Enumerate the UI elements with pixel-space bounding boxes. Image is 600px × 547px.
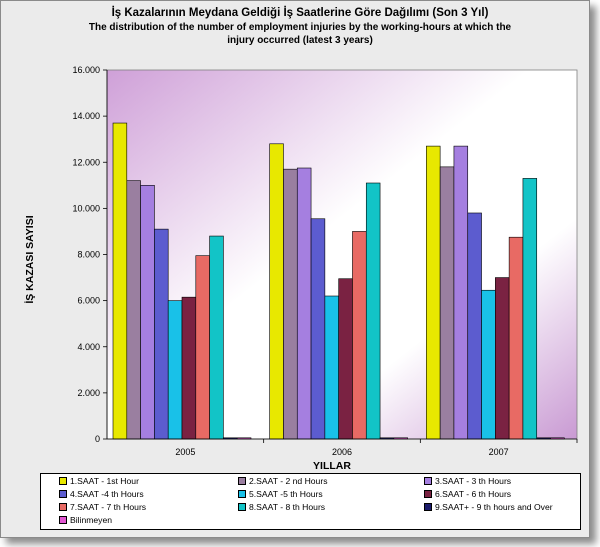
chart-subtitle-line-2: injury occurred (latest 3 years) bbox=[227, 35, 373, 46]
bar-2005-series-2 bbox=[126, 180, 141, 440]
bar-2006-series-6 bbox=[338, 278, 353, 440]
legend-swatch bbox=[238, 490, 246, 498]
legend-label: 1.SAAT - 1st Hour bbox=[70, 476, 139, 486]
bar-2007-series-6 bbox=[495, 277, 510, 440]
bar-2005-series-6 bbox=[181, 296, 197, 440]
y-tick-label: 4.000 bbox=[77, 342, 100, 352]
bar-2005-series-3 bbox=[140, 185, 155, 440]
legend-label: 7.SAAT - 7 th Hours bbox=[70, 502, 147, 512]
legend-swatch bbox=[424, 490, 432, 498]
x-tick-label-2007: 2007 bbox=[489, 447, 509, 457]
chart-title: İş Kazalarının Meydana Geldiği İş Saatle… bbox=[111, 7, 489, 19]
y-tick-label: 0 bbox=[95, 434, 100, 444]
bar-2007-series-5 bbox=[481, 289, 496, 440]
bar-2007-series-7 bbox=[508, 236, 524, 440]
legend-swatch bbox=[59, 477, 67, 485]
bar-2006-series-8 bbox=[365, 182, 381, 440]
bar-2007-series-1 bbox=[426, 145, 441, 440]
legend-item-3: 3.SAAT - 3 th Hours bbox=[424, 475, 511, 487]
legend-item-4: 4.SAAT -4 th Hours bbox=[59, 488, 144, 500]
legend-swatch bbox=[59, 503, 67, 511]
bar-2006-series-2 bbox=[283, 168, 298, 440]
legend-label: 5.SAAT -5 th Hours bbox=[249, 489, 323, 499]
bar-2006-series-3 bbox=[296, 167, 312, 440]
y-tick-label: 16.000 bbox=[72, 65, 100, 75]
bar-2007-series-8 bbox=[522, 178, 538, 440]
legend-swatch bbox=[238, 477, 246, 485]
bar-2007-series-2 bbox=[439, 166, 455, 440]
legend-item-10: Bilinmeyen bbox=[59, 514, 112, 526]
x-tick-label-2005: 2005 bbox=[175, 447, 195, 457]
y-tick-label: 2.000 bbox=[77, 388, 100, 398]
y-tick-label: 8.000 bbox=[77, 250, 100, 260]
y-tick-label: 12.000 bbox=[72, 157, 100, 167]
chart-legend: 1.SAAT - 1st Hour 2.SAAT - 2 nd Hours 3.SA… bbox=[40, 473, 581, 530]
y-tick-label: 10.000 bbox=[72, 203, 100, 213]
legend-label: Bilinmeyen bbox=[70, 515, 113, 525]
legend-item-8: 8.SAAT - 8 th Hours bbox=[238, 501, 325, 513]
legend-label: 4.SAAT -4 th Hours bbox=[70, 489, 144, 499]
y-tick-label: 6.000 bbox=[77, 296, 100, 306]
legend-label: 9.SAAT+ - 9 th hours and Over bbox=[435, 502, 553, 512]
legend-item-6: 6.SAAT - 6 th Hours bbox=[424, 488, 511, 500]
bar-2007-series-4 bbox=[467, 212, 482, 440]
legend-label: 3.SAAT - 3 th Hours bbox=[435, 476, 512, 486]
bar-2005-series-4 bbox=[154, 228, 169, 440]
legend-item-1: 1.SAAT - 1st Hour bbox=[59, 475, 139, 487]
legend-swatch bbox=[238, 503, 246, 511]
bar-2006-series-7 bbox=[352, 231, 367, 440]
bar-2006-series-5 bbox=[324, 295, 339, 440]
legend-label: 6.SAAT - 6 th Hours bbox=[435, 489, 512, 499]
bar-2005-series-8 bbox=[209, 235, 224, 440]
bar-2006-series-4 bbox=[310, 218, 326, 440]
legend-label: 8.SAAT - 8 th Hours bbox=[249, 502, 326, 512]
legend-item-2: 2.SAAT - 2 nd Hours bbox=[238, 475, 328, 487]
legend-swatch bbox=[59, 516, 67, 524]
legend-item-7: 7.SAAT - 7 th Hours bbox=[59, 501, 146, 513]
legend-item-9: 9.SAAT+ - 9 th hours and Over bbox=[424, 501, 553, 513]
bar-2005-series-7 bbox=[195, 255, 210, 440]
y-axis-title: İŞ KAZASI SAYISI bbox=[23, 215, 36, 303]
legend-swatch bbox=[424, 477, 432, 485]
legend-swatch bbox=[59, 490, 67, 498]
bar-2007-series-3 bbox=[453, 145, 469, 440]
bar-2006-series-1 bbox=[269, 143, 284, 440]
legend-swatch bbox=[424, 503, 432, 511]
bar-2005-series-5 bbox=[167, 300, 183, 440]
y-tick-label: 14.000 bbox=[72, 111, 100, 121]
x-tick-label-2006: 2006 bbox=[332, 447, 352, 457]
chart-subtitle-line-1: The distribution of the number of employ… bbox=[88, 22, 512, 33]
legend-label: 2.SAAT - 2 nd Hours bbox=[249, 476, 328, 486]
bar-2005-series-1 bbox=[112, 122, 128, 440]
legend-item-5: 5.SAAT -5 th Hours bbox=[238, 488, 323, 500]
x-axis-title: YILLAR bbox=[313, 460, 351, 472]
